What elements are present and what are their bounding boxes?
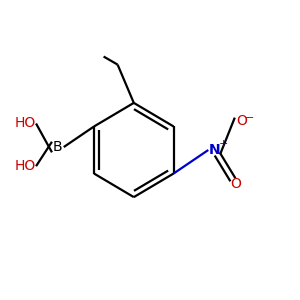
- Text: N: N: [209, 143, 220, 157]
- Text: +: +: [218, 139, 228, 148]
- Text: O: O: [230, 177, 241, 191]
- Text: B: B: [52, 140, 62, 154]
- Text: HO: HO: [14, 159, 35, 173]
- Text: HO: HO: [14, 116, 35, 130]
- Text: O: O: [236, 114, 247, 128]
- Text: −: −: [245, 112, 254, 123]
